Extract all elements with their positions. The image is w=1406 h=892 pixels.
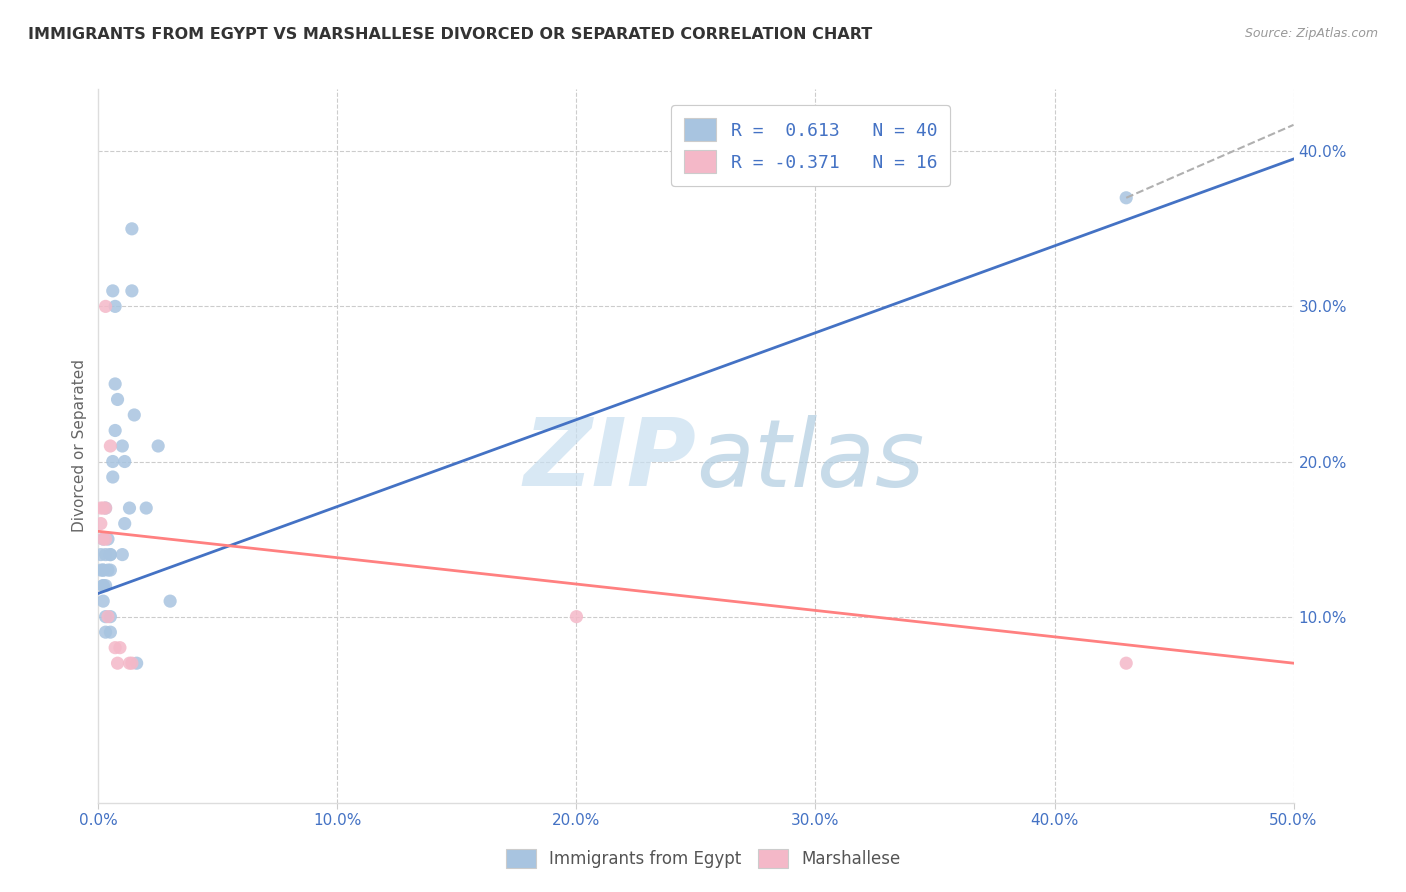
Point xyxy=(91,532,114,546)
Point xyxy=(111,548,134,562)
Point xyxy=(107,392,129,407)
Point xyxy=(114,516,136,531)
Point xyxy=(94,501,117,516)
Text: atlas: atlas xyxy=(696,415,924,506)
Text: ZIP: ZIP xyxy=(523,414,696,507)
Point xyxy=(114,454,136,468)
Point xyxy=(118,501,141,516)
Point xyxy=(90,501,112,516)
Point xyxy=(97,609,120,624)
Point xyxy=(101,454,124,468)
Point xyxy=(135,501,157,516)
Point xyxy=(91,579,114,593)
Point xyxy=(90,516,112,531)
Point xyxy=(104,640,127,655)
Point xyxy=(91,579,114,593)
Text: IMMIGRANTS FROM EGYPT VS MARSHALLESE DIVORCED OR SEPARATED CORRELATION CHART: IMMIGRANTS FROM EGYPT VS MARSHALLESE DIV… xyxy=(28,27,872,42)
Point xyxy=(94,299,117,313)
Point xyxy=(91,594,114,608)
Point xyxy=(104,424,127,438)
Point xyxy=(104,299,127,313)
Point xyxy=(94,501,117,516)
Point xyxy=(91,501,114,516)
Point xyxy=(98,609,122,624)
Legend: R =  0.613   N = 40, R = -0.371   N = 16: R = 0.613 N = 40, R = -0.371 N = 16 xyxy=(671,105,950,186)
Point xyxy=(97,563,120,577)
Point xyxy=(91,532,114,546)
Point xyxy=(98,625,122,640)
Point xyxy=(98,548,122,562)
Point xyxy=(101,284,124,298)
Point xyxy=(148,439,170,453)
Point xyxy=(108,640,131,655)
Point xyxy=(104,376,127,391)
Point xyxy=(107,656,129,670)
Point xyxy=(565,609,588,624)
Point xyxy=(124,408,146,422)
Point xyxy=(98,548,122,562)
Point xyxy=(94,625,117,640)
Text: Source: ZipAtlas.com: Source: ZipAtlas.com xyxy=(1244,27,1378,40)
Point xyxy=(121,222,143,236)
Point xyxy=(111,439,134,453)
Point xyxy=(98,563,122,577)
Point xyxy=(90,563,112,577)
Point xyxy=(121,656,143,670)
Point xyxy=(98,439,122,453)
Point xyxy=(91,563,114,577)
Point xyxy=(159,594,181,608)
Point xyxy=(101,470,124,484)
Point xyxy=(90,548,112,562)
Point xyxy=(94,532,117,546)
Point xyxy=(94,609,117,624)
Point xyxy=(94,579,117,593)
Point xyxy=(94,548,117,562)
Point xyxy=(1115,191,1137,205)
Legend: Immigrants from Egypt, Marshallese: Immigrants from Egypt, Marshallese xyxy=(499,842,907,875)
Point xyxy=(1115,656,1137,670)
Y-axis label: Divorced or Separated: Divorced or Separated xyxy=(72,359,87,533)
Point xyxy=(91,563,114,577)
Point xyxy=(125,656,148,670)
Point xyxy=(97,532,120,546)
Point xyxy=(118,656,141,670)
Point xyxy=(121,284,143,298)
